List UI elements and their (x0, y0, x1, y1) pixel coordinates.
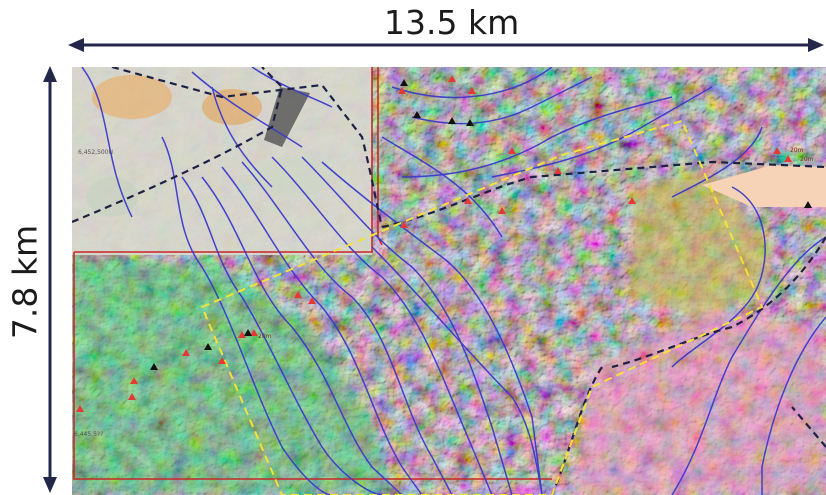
peak-label-3: 20m (258, 333, 272, 340)
permit-outline-bottom (73, 252, 552, 480)
inset-shadow-bar (264, 87, 310, 147)
peak-label-2: 20m (800, 156, 814, 163)
sample-markers (76, 75, 792, 412)
height-label-wrap: 7.8 km (0, 0, 50, 495)
peach-wedge (702, 165, 826, 207)
peak-label-1: 20m (790, 147, 804, 154)
drillhole-markers (150, 79, 812, 370)
contour-lines (81, 67, 826, 495)
olive-zone (632, 167, 772, 317)
width-label: 13.5 km (384, 3, 520, 42)
pink-zone (572, 307, 826, 495)
inset-coord-top: 6,452,500N (78, 149, 114, 156)
permit-outline-south (74, 67, 373, 253)
inset-coord-bottom: 6,445,5?? (74, 431, 104, 438)
height-label: 7.8 km (5, 224, 45, 340)
height-dimension-arrow (43, 66, 57, 493)
width-dimension-arrow (68, 38, 824, 52)
map-canvas[interactable] (72, 67, 826, 495)
map-panel[interactable]: 6,452,500N 6,445,5?? 20m 20m 20m (72, 67, 826, 495)
target-zone (200, 119, 764, 495)
